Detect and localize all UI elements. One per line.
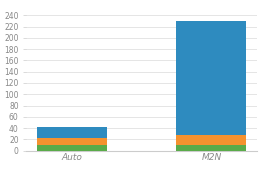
Bar [37, 127, 107, 138]
Bar [176, 135, 246, 145]
Bar [176, 145, 246, 151]
Bar [176, 21, 246, 135]
Bar [37, 145, 107, 151]
Bar [37, 138, 107, 145]
